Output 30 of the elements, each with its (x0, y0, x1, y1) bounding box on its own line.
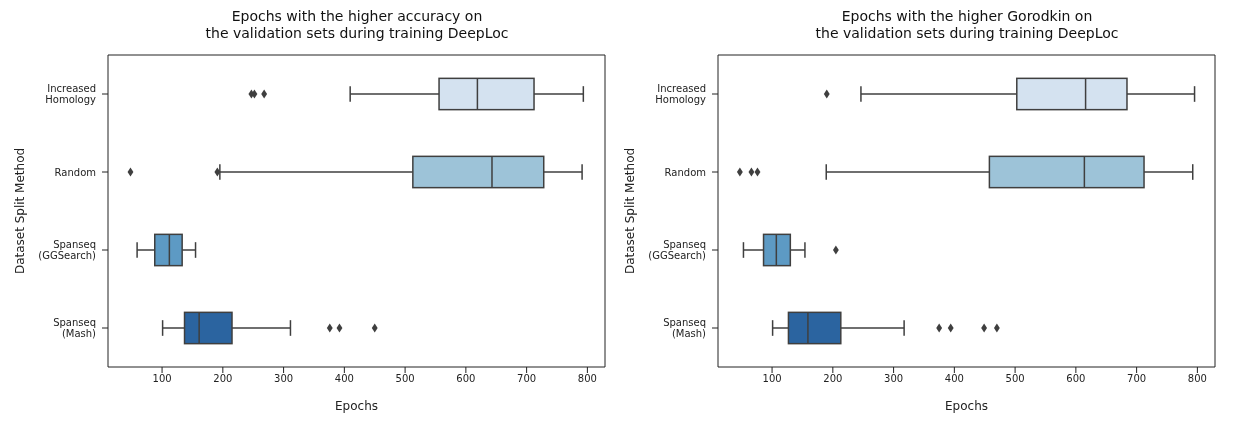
y-tick-label: Spanseq (Mash) (53, 317, 97, 339)
y-tick-label: Spanseq (GGSearch) (648, 239, 707, 261)
y-tick-label: Spanseq (Mash) (663, 317, 707, 339)
chart-title: Epochs with the higher Gorodkin on the validation sets during training DeepLoc (814, 8, 1120, 42)
x-tick-label: 100 (152, 373, 172, 385)
x-tick-label: 400 (334, 373, 354, 385)
x-tick-label: 200 (213, 373, 233, 385)
chart-title: Epochs with the higher accuracy on the validation sets during training DeepLoc (204, 8, 510, 42)
x-tick-label: 800 (577, 373, 597, 385)
y-tick-label: Increased Homology (45, 83, 97, 105)
x-tick-label: 400 (944, 373, 964, 385)
y-tick-label: Increased Homology (655, 83, 707, 105)
x-tick-label: 600 (1066, 373, 1086, 385)
y-tick-label: Random (664, 166, 706, 178)
x-tick-label: 500 (395, 373, 415, 385)
x-axis-title: Epochs (945, 399, 988, 413)
x-tick-label: 600 (456, 373, 476, 385)
x-tick-label: 300 (884, 373, 904, 385)
y-tick-label: Random (54, 166, 96, 178)
x-tick-label: 100 (762, 373, 782, 385)
x-tick-label: 700 (517, 373, 537, 385)
y-axis-title: Dataset Split Method (13, 147, 28, 275)
x-tick-label: 300 (274, 373, 294, 385)
x-tick-label: 200 (823, 373, 843, 385)
y-axis-title: Dataset Split Method (623, 147, 638, 275)
x-tick-label: 500 (1005, 373, 1025, 385)
x-axis-title: Epochs (335, 399, 378, 413)
x-tick-label: 800 (1187, 373, 1207, 385)
x-tick-label: 700 (1127, 373, 1147, 385)
y-tick-label: Spanseq (GGSearch) (38, 239, 97, 261)
